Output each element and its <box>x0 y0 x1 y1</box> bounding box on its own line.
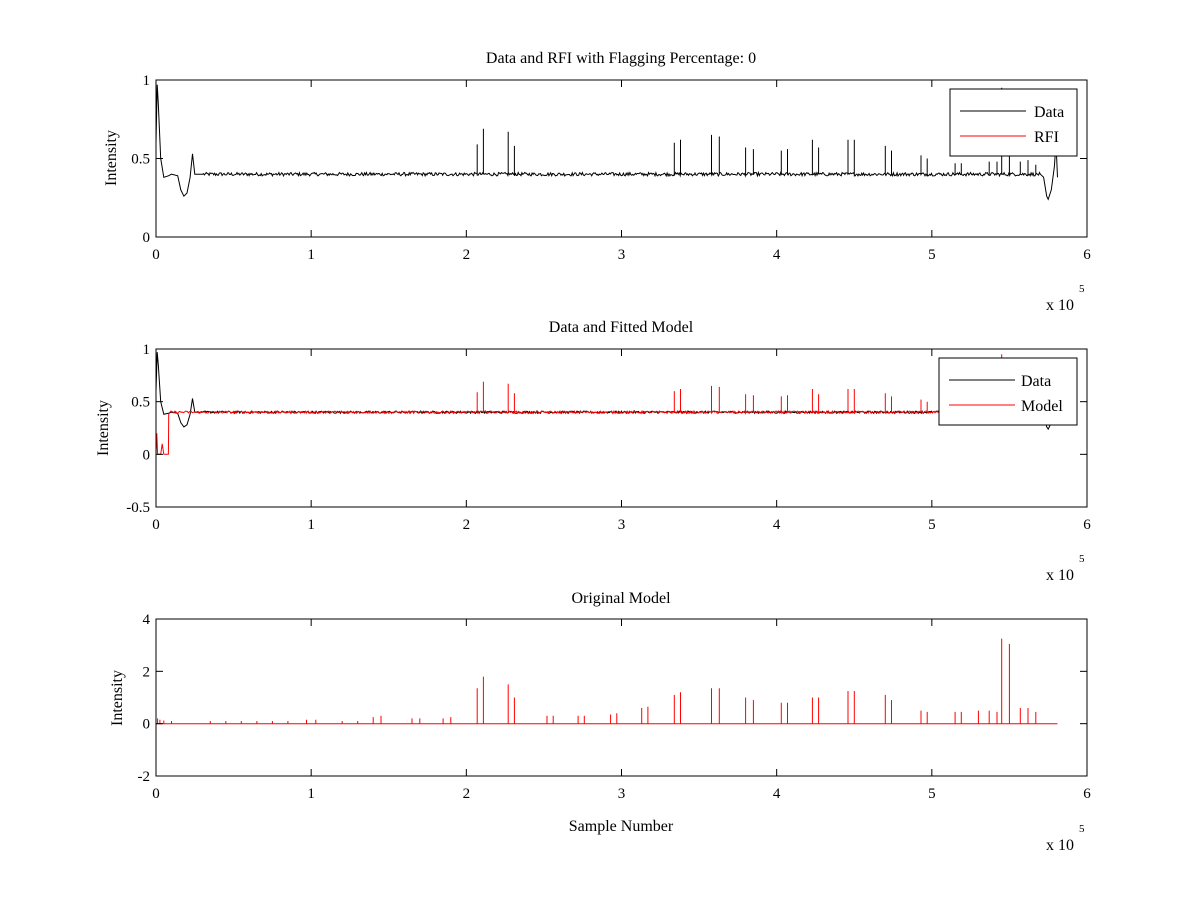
legend-data-label: Data <box>1021 373 1051 390</box>
subplot-1-title: Data and RFI with Flagging Percentage: 0 <box>486 50 756 67</box>
x-tick-label: 5 <box>928 247 936 263</box>
x-tick-label: 1 <box>307 247 315 263</box>
y-tick-label: 1 <box>143 342 151 358</box>
subplot-2-title: Data and Fitted Model <box>549 319 694 336</box>
y-tick-label: 0 <box>143 230 151 246</box>
subplot-3-xlabel: Sample Number <box>569 818 674 835</box>
x-tick-label: 6 <box>1083 247 1091 263</box>
y-tick-label: 0.5 <box>131 395 150 411</box>
legend-data-label: Data <box>1034 104 1064 121</box>
legend-model-label: Model <box>1021 398 1063 415</box>
y-tick-label: 1 <box>143 73 151 89</box>
legend-box <box>949 88 1078 157</box>
subplot-3-title: Original Model <box>571 590 671 607</box>
subplot-2-ylabel: Intensity <box>95 400 112 456</box>
subplot-2-legend: Data Model <box>938 357 1078 426</box>
x-tick-label: 1 <box>307 786 315 802</box>
series-model-line <box>156 638 1058 725</box>
x-tick-label: 0 <box>152 786 160 802</box>
y-tick-label: 0 <box>143 717 151 733</box>
subplot-1: Data and RFI with Flagging Percentage: 0… <box>103 50 1091 314</box>
x-multiplier-exponent: 5 <box>1079 823 1085 835</box>
y-tick-label: 0.5 <box>131 152 150 168</box>
x-tick-label: 5 <box>928 517 936 533</box>
x-tick-label: 0 <box>152 517 160 533</box>
x-tick-label: 4 <box>773 517 781 533</box>
subplot-2-x-multiplier: x 10 5 <box>1046 553 1085 584</box>
legend-rfi-label: RFI <box>1034 129 1059 146</box>
x-tick-label: 4 <box>773 786 781 802</box>
y-tick-label: 0 <box>143 447 151 463</box>
x-tick-label: 5 <box>928 786 936 802</box>
x-multiplier-exponent: 5 <box>1079 553 1085 565</box>
x-tick-label: 2 <box>463 247 471 263</box>
x-tick-label: 0 <box>152 247 160 263</box>
x-multiplier-base: x 10 <box>1046 567 1074 584</box>
series-data-line <box>155 84 1058 201</box>
y-tick-label: 2 <box>143 664 151 680</box>
subplot-3: Original Model Intensity Sample Number 0… <box>109 590 1091 854</box>
x-tick-label: 4 <box>773 247 781 263</box>
x-tick-label: 6 <box>1083 517 1091 533</box>
y-tick-label: -2 <box>138 769 151 785</box>
x-multiplier-base: x 10 <box>1046 297 1074 314</box>
subplot-3-x-multiplier: x 10 5 <box>1046 823 1085 854</box>
subplot-1-x-multiplier: x 10 5 <box>1046 283 1085 314</box>
x-tick-label: 3 <box>618 786 626 802</box>
x-tick-label: 2 <box>463 786 471 802</box>
subplot-2-plot-area: 0 1 2 3 4 5 6-0.500.51 <box>126 342 1091 533</box>
y-tick-label: -0.5 <box>126 500 150 516</box>
subplot-1-legend: Data RFI <box>949 88 1078 157</box>
y-tick-label: 4 <box>143 612 151 628</box>
x-tick-label: 6 <box>1083 786 1091 802</box>
x-tick-label: 3 <box>618 247 626 263</box>
x-tick-label: 3 <box>618 517 626 533</box>
legend-box <box>938 357 1078 426</box>
x-tick-label: 2 <box>463 517 471 533</box>
series-model-line <box>155 354 1041 455</box>
subplot-1-ylabel: Intensity <box>103 130 120 186</box>
subplot-3-ylabel: Intensity <box>109 670 126 726</box>
x-tick-label: 1 <box>307 517 315 533</box>
subplot-1-plot-area: 0 1 2 3 4 5 6 0 0.5 1 <box>131 73 1091 263</box>
subplot-2: Data and Fitted Model Intensity 0 1 2 3 4 5 6 -… <box>95 319 1091 584</box>
x-multiplier-exponent: 5 <box>1079 283 1085 295</box>
x-multiplier-base: x 10 <box>1046 837 1074 854</box>
